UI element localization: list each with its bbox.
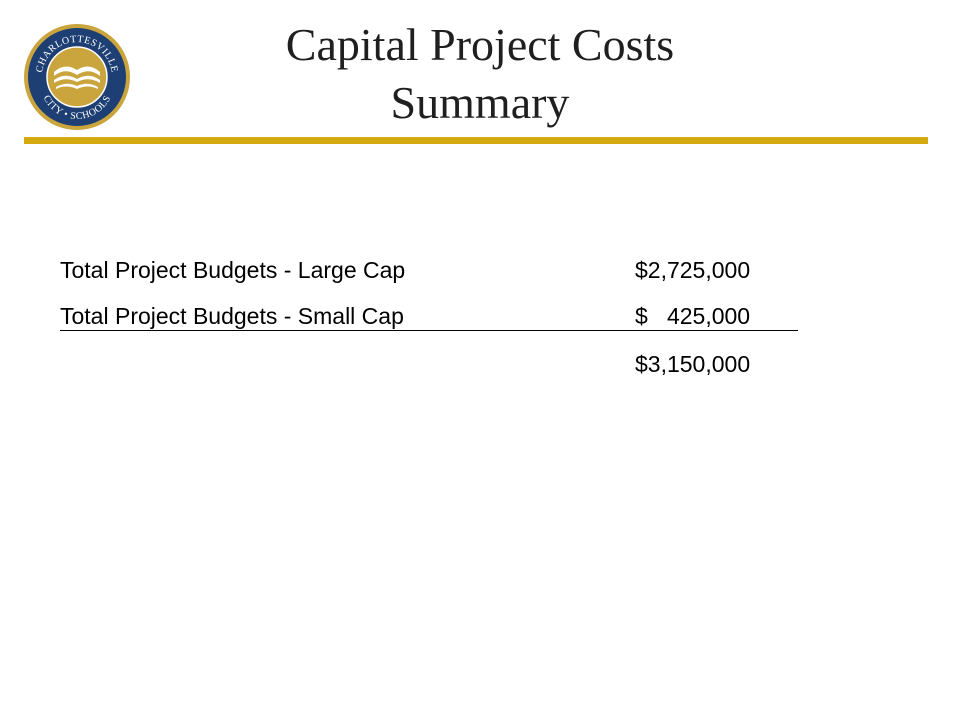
- budget-amount: $ 425,000: [635, 303, 751, 329]
- total-amount: $3,150,000: [635, 351, 751, 377]
- budget-total-row: $3,150,000: [60, 348, 798, 380]
- budget-row-large-cap: Total Project Budgets - Large Cap $2,725…: [60, 254, 798, 286]
- page-title: Capital Project Costs Summary: [150, 16, 810, 132]
- budget-amount: $2,725,000: [635, 257, 751, 283]
- title-divider: [24, 137, 928, 144]
- budget-row-small-cap: Total Project Budgets - Small Cap $ 425,…: [60, 300, 798, 331]
- title-line-1: Capital Project Costs: [285, 19, 675, 70]
- title-line-2: Summary: [390, 77, 570, 128]
- charlottesville-city-schools-logo: CHARLOTTESVILLE CITY • SCHOOLS: [24, 24, 130, 130]
- budget-label: Total Project Budgets - Small Cap: [60, 303, 404, 329]
- budget-label: Total Project Budgets - Large Cap: [60, 257, 406, 283]
